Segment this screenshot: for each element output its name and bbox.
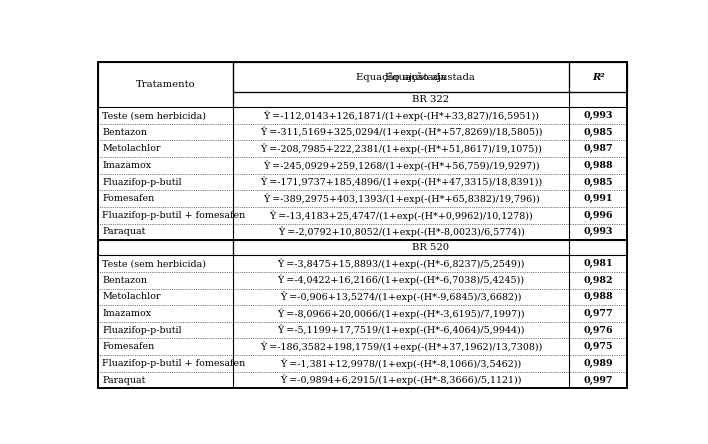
Text: Imazamox: Imazamox bbox=[102, 309, 152, 318]
Text: 0,988: 0,988 bbox=[583, 161, 613, 170]
Text: 0,975: 0,975 bbox=[583, 342, 613, 351]
Text: Imazamox: Imazamox bbox=[102, 161, 152, 170]
Text: Fomesafen: Fomesafen bbox=[102, 194, 154, 203]
Text: Bentazon: Bentazon bbox=[102, 276, 147, 285]
Text: 0,989: 0,989 bbox=[583, 359, 613, 368]
Text: Paraquat: Paraquat bbox=[102, 376, 145, 385]
Text: Ŷ =-2,0792+10,8052/(1+exp(-(H*-8,0023)/6,5774)): Ŷ =-2,0792+10,8052/(1+exp(-(H*-8,0023)/6… bbox=[278, 227, 525, 237]
Bar bbox=[233, 92, 627, 107]
Text: Ŷ =-112,0143+126,1871/(1+exp(-(H*+33,827)/16,5951)): Ŷ =-112,0143+126,1871/(1+exp(-(H*+33,827… bbox=[263, 110, 539, 121]
Text: Bentazon: Bentazon bbox=[102, 128, 147, 137]
Text: Teste (sem herbicida): Teste (sem herbicida) bbox=[102, 259, 206, 268]
Bar bbox=[569, 62, 627, 92]
Text: BR 520: BR 520 bbox=[412, 243, 449, 252]
Text: Ŷ =-0,9894+6,2915/(1+exp(-(H*-8,3666)/5,1121)): Ŷ =-0,9894+6,2915/(1+exp(-(H*-8,3666)/5,… bbox=[280, 375, 522, 385]
Bar bbox=[233, 240, 627, 255]
Text: Equação ajustada: Equação ajustada bbox=[356, 72, 446, 82]
Text: 0,976: 0,976 bbox=[583, 325, 613, 335]
Text: Teste (sem herbicida): Teste (sem herbicida) bbox=[102, 111, 206, 120]
Text: Ŷ =-4,0422+16,2166/(1+exp(-(H*-6,7038)/5,4245)): Ŷ =-4,0422+16,2166/(1+exp(-(H*-6,7038)/5… bbox=[278, 275, 525, 285]
Text: R²: R² bbox=[592, 72, 605, 82]
Text: Tratamento: Tratamento bbox=[136, 80, 195, 89]
Text: Ŷ =-3,8475+15,8893/(1+exp(-(H*-6,8237)/5,2549)): Ŷ =-3,8475+15,8893/(1+exp(-(H*-6,8237)/5… bbox=[278, 258, 525, 269]
Text: 0,982: 0,982 bbox=[583, 276, 613, 285]
Text: 0,987: 0,987 bbox=[583, 144, 613, 153]
Text: 0,996: 0,996 bbox=[583, 211, 613, 220]
Text: Metolachlor: Metolachlor bbox=[102, 292, 161, 301]
Text: Fluazifop-p-butil: Fluazifop-p-butil bbox=[102, 178, 182, 186]
Text: Fluazifop-p-butil + fomesafen: Fluazifop-p-butil + fomesafen bbox=[102, 211, 246, 220]
Text: Ŷ =-389,2975+403,1393/(1+exp(-(H*+65,8382)/19,796)): Ŷ =-389,2975+403,1393/(1+exp(-(H*+65,838… bbox=[263, 194, 539, 204]
Text: Ŷ =-311,5169+325,0294/(1+exp(-(H*+57,8269)/18,5805)): Ŷ =-311,5169+325,0294/(1+exp(-(H*+57,826… bbox=[260, 127, 542, 138]
Text: Ŷ =-8,0966+20,0066/(1+exp(-(H*-3,6195)/7,1997)): Ŷ =-8,0966+20,0066/(1+exp(-(H*-3,6195)/7… bbox=[278, 308, 525, 319]
Text: Metolachlor: Metolachlor bbox=[102, 144, 161, 153]
Text: 0,991: 0,991 bbox=[583, 194, 613, 203]
Text: 0,993: 0,993 bbox=[583, 111, 613, 120]
Text: 0,985: 0,985 bbox=[583, 178, 613, 186]
Text: Ŷ =-13,4183+25,4747/(1+exp(-(H*+0,9962)/10,1278)): Ŷ =-13,4183+25,4747/(1+exp(-(H*+0,9962)/… bbox=[269, 210, 533, 221]
Text: 0,977: 0,977 bbox=[583, 309, 613, 318]
Text: Ŷ =-1,381+12,9978/(1+exp(-(H*-8,1066)/3,5462)): Ŷ =-1,381+12,9978/(1+exp(-(H*-8,1066)/3,… bbox=[280, 358, 522, 369]
Text: 0,993: 0,993 bbox=[583, 227, 613, 237]
Text: 0,981: 0,981 bbox=[583, 259, 613, 268]
Text: Fluazifop-p-butil + fomesafen: Fluazifop-p-butil + fomesafen bbox=[102, 359, 246, 368]
Text: Equação ajustada: Equação ajustada bbox=[385, 72, 475, 82]
Text: Ŷ =-171,9737+185,4896/(1+exp(-(H*+47,3315)/18,8391)): Ŷ =-171,9737+185,4896/(1+exp(-(H*+47,331… bbox=[260, 177, 542, 187]
Text: Ŷ =-245,0929+259,1268/(1+exp(-(H*+56,759)/19,9297)): Ŷ =-245,0929+259,1268/(1+exp(-(H*+56,759… bbox=[263, 160, 539, 170]
Text: Paraquat: Paraquat bbox=[102, 227, 145, 237]
Bar bbox=[98, 240, 233, 255]
Text: Ŷ =-208,7985+222,2381/(1+exp(-(H*+51,8617)/19,1075)): Ŷ =-208,7985+222,2381/(1+exp(-(H*+51,861… bbox=[261, 143, 542, 154]
Text: 0,988: 0,988 bbox=[583, 292, 613, 301]
Bar bbox=[98, 62, 233, 107]
Text: Fluazifop-p-butil: Fluazifop-p-butil bbox=[102, 325, 182, 335]
Text: BR 322: BR 322 bbox=[412, 95, 449, 104]
Bar bbox=[233, 62, 569, 92]
Text: 0,997: 0,997 bbox=[583, 376, 613, 385]
Text: Ŷ =-186,3582+198,1759/(1+exp(-(H*+37,1962)/13,7308)): Ŷ =-186,3582+198,1759/(1+exp(-(H*+37,196… bbox=[260, 341, 542, 352]
Text: Ŷ =-5,1199+17,7519/(1+exp(-(H*-6,4064)/5,9944)): Ŷ =-5,1199+17,7519/(1+exp(-(H*-6,4064)/5… bbox=[278, 325, 525, 335]
Text: Ŷ =-0,906+13,5274/(1+exp(-(H*-9,6845)/3,6682)): Ŷ =-0,906+13,5274/(1+exp(-(H*-9,6845)/3,… bbox=[280, 292, 522, 302]
Bar bbox=[233, 62, 627, 92]
Text: 0,985: 0,985 bbox=[583, 128, 613, 137]
Text: Fomesafen: Fomesafen bbox=[102, 342, 154, 351]
